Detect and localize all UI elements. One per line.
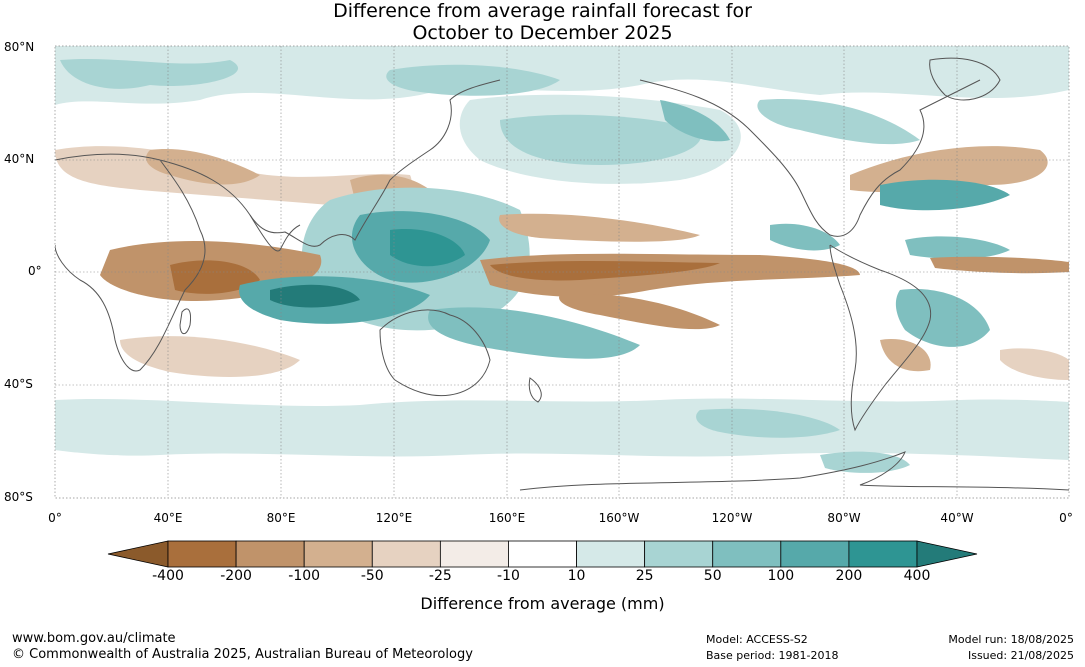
colorbar-box: [371, 540, 441, 568]
colorbar-tick-label: 200: [835, 568, 863, 584]
footer-url: www.bom.gov.au/climate: [12, 631, 176, 646]
indian-ocean-wet-core: [270, 284, 360, 308]
maritime-continent-wet: [390, 229, 465, 267]
lon-label-160e: 160°E: [488, 511, 526, 525]
colorbar-tick-label: -200: [220, 568, 252, 584]
north-pacific-wet-core: [500, 114, 702, 165]
antarctica-coastline: [519, 451, 1069, 491]
map-frame: [54, 45, 1070, 499]
anomaly-fields: [55, 46, 1069, 473]
lon-label-160w: 160°W: [598, 511, 640, 525]
lon-label-0-left: 0°: [48, 511, 62, 525]
colorbar-box: [644, 540, 714, 568]
alaska-wet: [660, 100, 730, 142]
lon-label-120e: 120°E: [375, 511, 413, 525]
south-america-dry: [880, 339, 931, 372]
lon-label-120w: 120°W: [711, 511, 753, 525]
north-america-coastline: [639, 79, 981, 237]
colorbar-box: [780, 540, 850, 568]
map-title-line2: October to December 2025: [412, 22, 673, 44]
lat-label-80n: 80°N: [4, 40, 35, 54]
southern-ocean-wet-core: [696, 408, 840, 438]
colorbar-box: [303, 540, 373, 568]
colorbar-tick-label: 10: [567, 568, 586, 584]
lat-label-40n: 40°N: [4, 152, 35, 166]
footer-issued: Issued: 21/08/2025: [967, 649, 1074, 662]
colorbar-box: [235, 540, 305, 568]
greenland-coastline: [929, 57, 1001, 101]
asia-dry-core: [146, 149, 260, 185]
colorbar-tick-label: 25: [635, 568, 654, 584]
colorbar-tick-label: -25: [428, 568, 452, 584]
colorbar-box: [167, 540, 237, 568]
arctic-wet-core: [60, 58, 239, 89]
colorbar-box: [712, 540, 782, 568]
colorbar-tick-label: -100: [288, 568, 321, 584]
lon-label-40e: 40°E: [153, 511, 183, 525]
indian-ocean-dry-core: [170, 260, 260, 294]
australia-coastline: [379, 309, 491, 397]
arctic-wet-field: [55, 46, 1069, 105]
south-america-coastline: [829, 244, 932, 432]
south-pacific-wet: [428, 307, 640, 359]
colorbar-arrow-left: [107, 540, 169, 568]
footer-copyright: © Commonwealth of Australia 2025, Austra…: [12, 647, 473, 662]
southern-ocean-wet: [55, 398, 1069, 460]
madagascar-coastline: [179, 308, 191, 335]
central-america-wet: [770, 223, 840, 251]
footer-model: Model: ACCESS-S2: [706, 633, 808, 646]
colorbar-tick-label: 100: [767, 568, 795, 584]
lon-label-40w: 40°W: [940, 511, 974, 525]
antarctic-wet: [820, 451, 910, 473]
colorbar-tick-label: -10: [497, 568, 520, 584]
equatorial-pacific-dry-core: [490, 260, 720, 281]
colorbar-box: [439, 540, 509, 568]
atlantic-wet: [905, 236, 1010, 259]
india-coastline: [249, 214, 301, 252]
new-zealand-coastline: [528, 377, 542, 403]
north-atlantic-wet: [880, 179, 1010, 211]
colorbar-box: [508, 540, 577, 568]
colorbar-tick-label: 400: [903, 568, 931, 584]
lat-label-0: 0°: [28, 264, 42, 278]
coastlines: [55, 57, 1069, 491]
colorbar-tick-label: -50: [360, 568, 384, 584]
lon-label-80e: 80°E: [266, 511, 296, 525]
south-america-wet: [895, 289, 990, 347]
north-atlantic-dry: [850, 146, 1048, 193]
north-pacific-dry-band: [499, 213, 700, 242]
colorbar-tick-label: -400: [152, 568, 184, 584]
graticule: [55, 46, 1069, 498]
colorbar-arrow-right: [916, 540, 978, 568]
colorbar-box: [576, 540, 646, 568]
footer-base-period: Base period: 1981-2018: [706, 649, 839, 662]
map-title-line1: Difference from average rainfall forecas…: [333, 0, 752, 22]
south-pacific-dry-tail: [559, 294, 720, 330]
south-indian-dry: [120, 336, 300, 377]
colorbar-tick-label: 50: [703, 568, 722, 584]
colorbar-box: [848, 540, 918, 568]
atlantic-dry: [930, 256, 1069, 274]
lon-label-0-right: 0°: [1059, 511, 1073, 525]
colorbar-title: Difference from average (mm): [420, 594, 665, 613]
south-atlantic-dry: [1000, 348, 1069, 380]
canada-wet: [757, 99, 920, 145]
lat-label-40s: 40°S: [4, 377, 33, 391]
lon-label-80w: 80°W: [827, 511, 861, 525]
footer-model-run: Model run: 18/08/2025: [948, 633, 1074, 646]
eurasia-wet: [386, 64, 560, 96]
lat-label-80s: 80°S: [4, 490, 33, 504]
